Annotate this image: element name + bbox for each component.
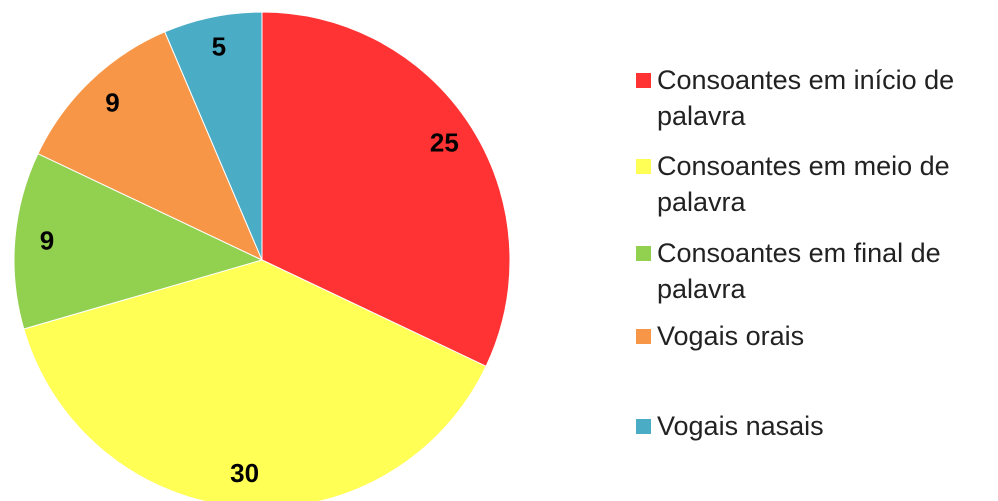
data-label: 9 bbox=[105, 87, 119, 117]
legend-swatch bbox=[636, 329, 651, 344]
data-label: 25 bbox=[430, 128, 459, 158]
data-label: 5 bbox=[212, 31, 226, 61]
legend-item: Consoantes em início de palavra bbox=[636, 62, 986, 134]
legend-label: Vogais orais bbox=[657, 321, 805, 351]
data-label: 30 bbox=[230, 458, 259, 488]
legend-item: Consoantes em meio de palavra bbox=[636, 148, 986, 220]
pie-slice bbox=[261, 11, 511, 367]
legend-label: Consoantes em meio de palavra bbox=[657, 151, 950, 217]
legend-label: Vogais nasais bbox=[657, 411, 824, 441]
legend-swatch bbox=[636, 73, 651, 88]
legend-item: Vogais orais bbox=[636, 318, 986, 354]
pie-slice bbox=[164, 11, 263, 261]
pie-slice bbox=[13, 153, 264, 330]
legend-item: Consoantes em final de palavra bbox=[636, 235, 986, 307]
legend-label: Consoantes em início de palavra bbox=[657, 65, 955, 131]
legend-label: Consoantes em final de palavra bbox=[657, 238, 941, 304]
pie-slice bbox=[23, 259, 487, 501]
legend-item: Vogais nasais bbox=[636, 408, 986, 444]
legend-swatch bbox=[636, 159, 651, 174]
data-label: 9 bbox=[40, 226, 54, 256]
legend-swatch bbox=[636, 246, 651, 261]
pie-slice bbox=[37, 31, 263, 262]
legend-swatch bbox=[636, 419, 651, 434]
